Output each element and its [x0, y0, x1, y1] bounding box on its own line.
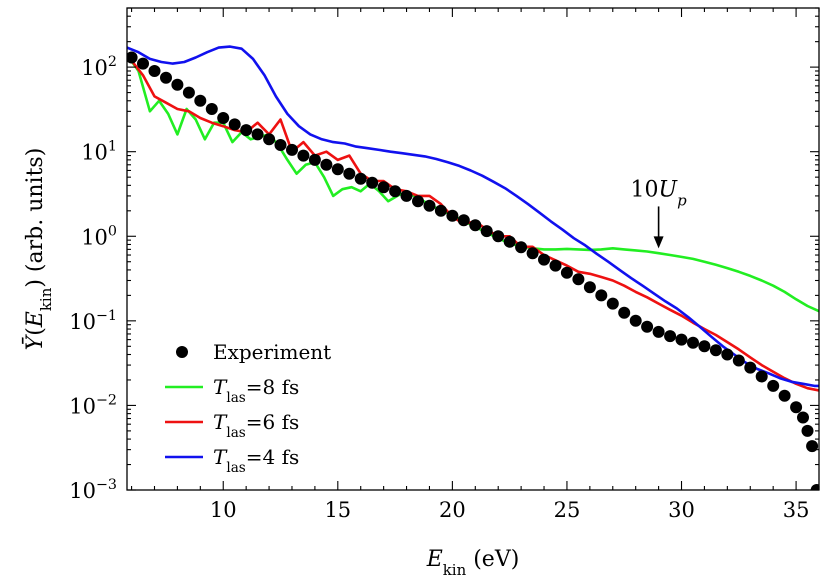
legend-entry: Tlas=8 fs: [213, 375, 299, 406]
experiment-point: [515, 241, 528, 254]
experiment-point: [526, 247, 539, 260]
experiment-point: [629, 314, 642, 327]
x-tick-label: 25: [554, 498, 581, 522]
experiment-point: [492, 230, 505, 243]
experiment-point: [286, 143, 298, 156]
experiment-point: [797, 411, 809, 424]
legend-entry: Tlas=4 fs: [213, 445, 299, 476]
experiment-point: [618, 306, 631, 319]
experiment-point: [400, 189, 413, 202]
x-tick-label: 10: [210, 498, 237, 522]
experiment-point: [457, 214, 470, 227]
experiment-point: [389, 185, 402, 198]
experiment-point: [127, 51, 138, 64]
experiment-point: [446, 209, 459, 222]
experiment-point: [434, 204, 447, 217]
plot-frame: [126, 7, 820, 491]
experiment-point: [698, 340, 711, 353]
experiment-point: [274, 139, 287, 151]
annotation-arrowhead: [653, 236, 664, 249]
x-tick-label: 35: [783, 498, 810, 522]
experiment-point: [480, 225, 493, 238]
y-tick-label: 10−3: [69, 477, 117, 503]
legend-entry: Tlas=6 fs: [213, 410, 299, 441]
x-tick-label: 30: [668, 498, 695, 522]
x-axis-label: Ekin (eV): [426, 547, 520, 579]
experiment-point: [549, 259, 562, 272]
experiment-point: [228, 118, 241, 131]
y-tick-label: 100: [81, 223, 117, 249]
experiment-point: [320, 158, 333, 171]
experiment-point: [308, 153, 321, 166]
experiment-point: [263, 133, 276, 146]
experiment-point: [251, 128, 264, 141]
experiment-point: [148, 65, 161, 77]
y-tick-label: 101: [81, 139, 117, 165]
experiment-point: [469, 219, 482, 232]
experiment-point: [240, 124, 253, 137]
experiment-point: [664, 330, 677, 343]
experiment-point: [217, 112, 230, 124]
series-line-3: [127, 45, 819, 388]
experiment-point: [182, 86, 195, 99]
experiment-point: [652, 325, 665, 338]
y-tick-label: 10−2: [69, 392, 117, 418]
experiment-point: [806, 440, 819, 453]
experiment-point: [721, 348, 734, 361]
series-line-1: [127, 54, 819, 313]
experiment-point: [171, 78, 184, 91]
experiment-point: [366, 176, 379, 189]
experiment-point: [331, 163, 344, 176]
experiment-point: [790, 401, 803, 414]
experiment-point: [709, 344, 722, 357]
experiment-point: [160, 71, 172, 84]
experiment-point: [732, 354, 745, 367]
y-axis-label: Ȳ(Ekin) (arb. units): [22, 148, 55, 351]
experiment-point: [503, 235, 516, 248]
experiment-point: [377, 181, 390, 194]
experiment-point: [423, 199, 436, 212]
experiment-point: [767, 379, 780, 392]
experiment-point: [354, 172, 367, 185]
annotation-label: 10Up: [631, 177, 688, 209]
experiment-point: [137, 57, 149, 70]
experiment-point: [641, 320, 654, 333]
experiment-point: [194, 94, 207, 107]
experiment-point: [810, 484, 819, 490]
experiment-point: [755, 370, 768, 383]
x-tick-label: 15: [324, 498, 351, 522]
experiment-point: [801, 424, 814, 437]
experiment-point: [675, 333, 688, 346]
experiment-point: [205, 103, 218, 115]
experiment-point: [778, 389, 791, 402]
experiment-point: [538, 253, 550, 266]
legend-entry: Experiment: [213, 340, 331, 364]
experiment-point: [572, 273, 585, 286]
y-tick-label: 102: [81, 54, 117, 80]
experiment-point: [606, 297, 619, 310]
experiment-point: [595, 289, 608, 302]
experiment-point: [687, 336, 699, 349]
experiment-point: [343, 167, 356, 180]
experiment-point: [297, 149, 310, 162]
experiment-point: [560, 266, 573, 279]
legend-marker: [176, 346, 188, 358]
experiment-point: [412, 195, 424, 208]
x-tick-label: 20: [439, 498, 466, 522]
experiment-point: [744, 361, 757, 374]
y-tick-label: 10−1: [69, 308, 117, 334]
experiment-point: [583, 281, 596, 294]
